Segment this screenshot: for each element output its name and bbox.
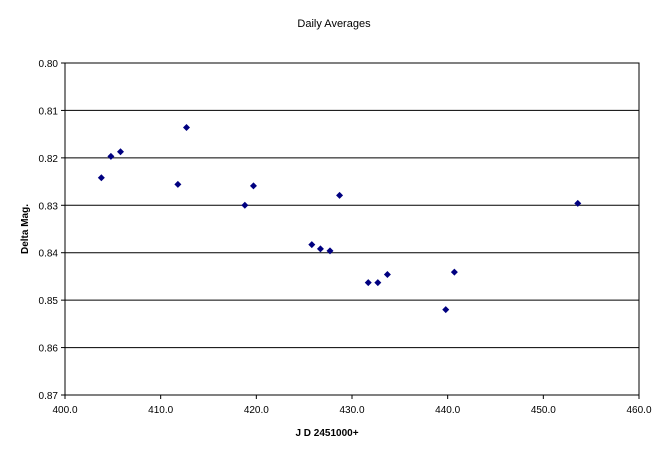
x-tick-label: 460.0 xyxy=(626,405,651,416)
x-tick-label: 420.0 xyxy=(244,405,269,416)
data-point xyxy=(374,279,382,287)
chart-title: Daily Averages xyxy=(297,18,371,30)
data-point xyxy=(308,241,316,249)
y-tick-label: 0.82 xyxy=(39,154,59,165)
x-tick-label: 400.0 xyxy=(52,405,77,416)
x-tick-label: 450.0 xyxy=(531,405,556,416)
data-point xyxy=(97,174,105,182)
y-tick-label: 0.80 xyxy=(39,59,59,70)
y-tick-label: 0.86 xyxy=(39,344,59,355)
data-point xyxy=(574,199,582,207)
data-point xyxy=(316,245,324,253)
y-tick-label: 0.87 xyxy=(39,391,59,402)
data-point xyxy=(116,148,124,156)
data-point xyxy=(107,152,115,160)
data-point xyxy=(336,191,344,199)
data-point xyxy=(383,271,391,279)
data-point xyxy=(182,124,190,132)
x-tick-label: 440.0 xyxy=(435,405,460,416)
data-point xyxy=(241,201,249,209)
y-tick-label: 0.81 xyxy=(39,106,59,117)
y-tick-label: 0.84 xyxy=(39,249,59,260)
x-tick-label: 430.0 xyxy=(339,405,364,416)
data-point xyxy=(364,279,372,287)
data-point xyxy=(174,180,182,188)
data-point xyxy=(442,306,450,314)
x-axis-label: J D 2451000+ xyxy=(295,428,358,439)
y-axis-label: Delta Mag. xyxy=(20,204,31,254)
plot-area xyxy=(64,62,640,396)
y-tick-label: 0.83 xyxy=(39,201,59,212)
data-point xyxy=(249,182,257,190)
x-tick-label: 410.0 xyxy=(148,405,173,416)
y-tick-label: 0.85 xyxy=(39,296,59,307)
data-point xyxy=(326,247,334,255)
data-point xyxy=(450,268,458,276)
